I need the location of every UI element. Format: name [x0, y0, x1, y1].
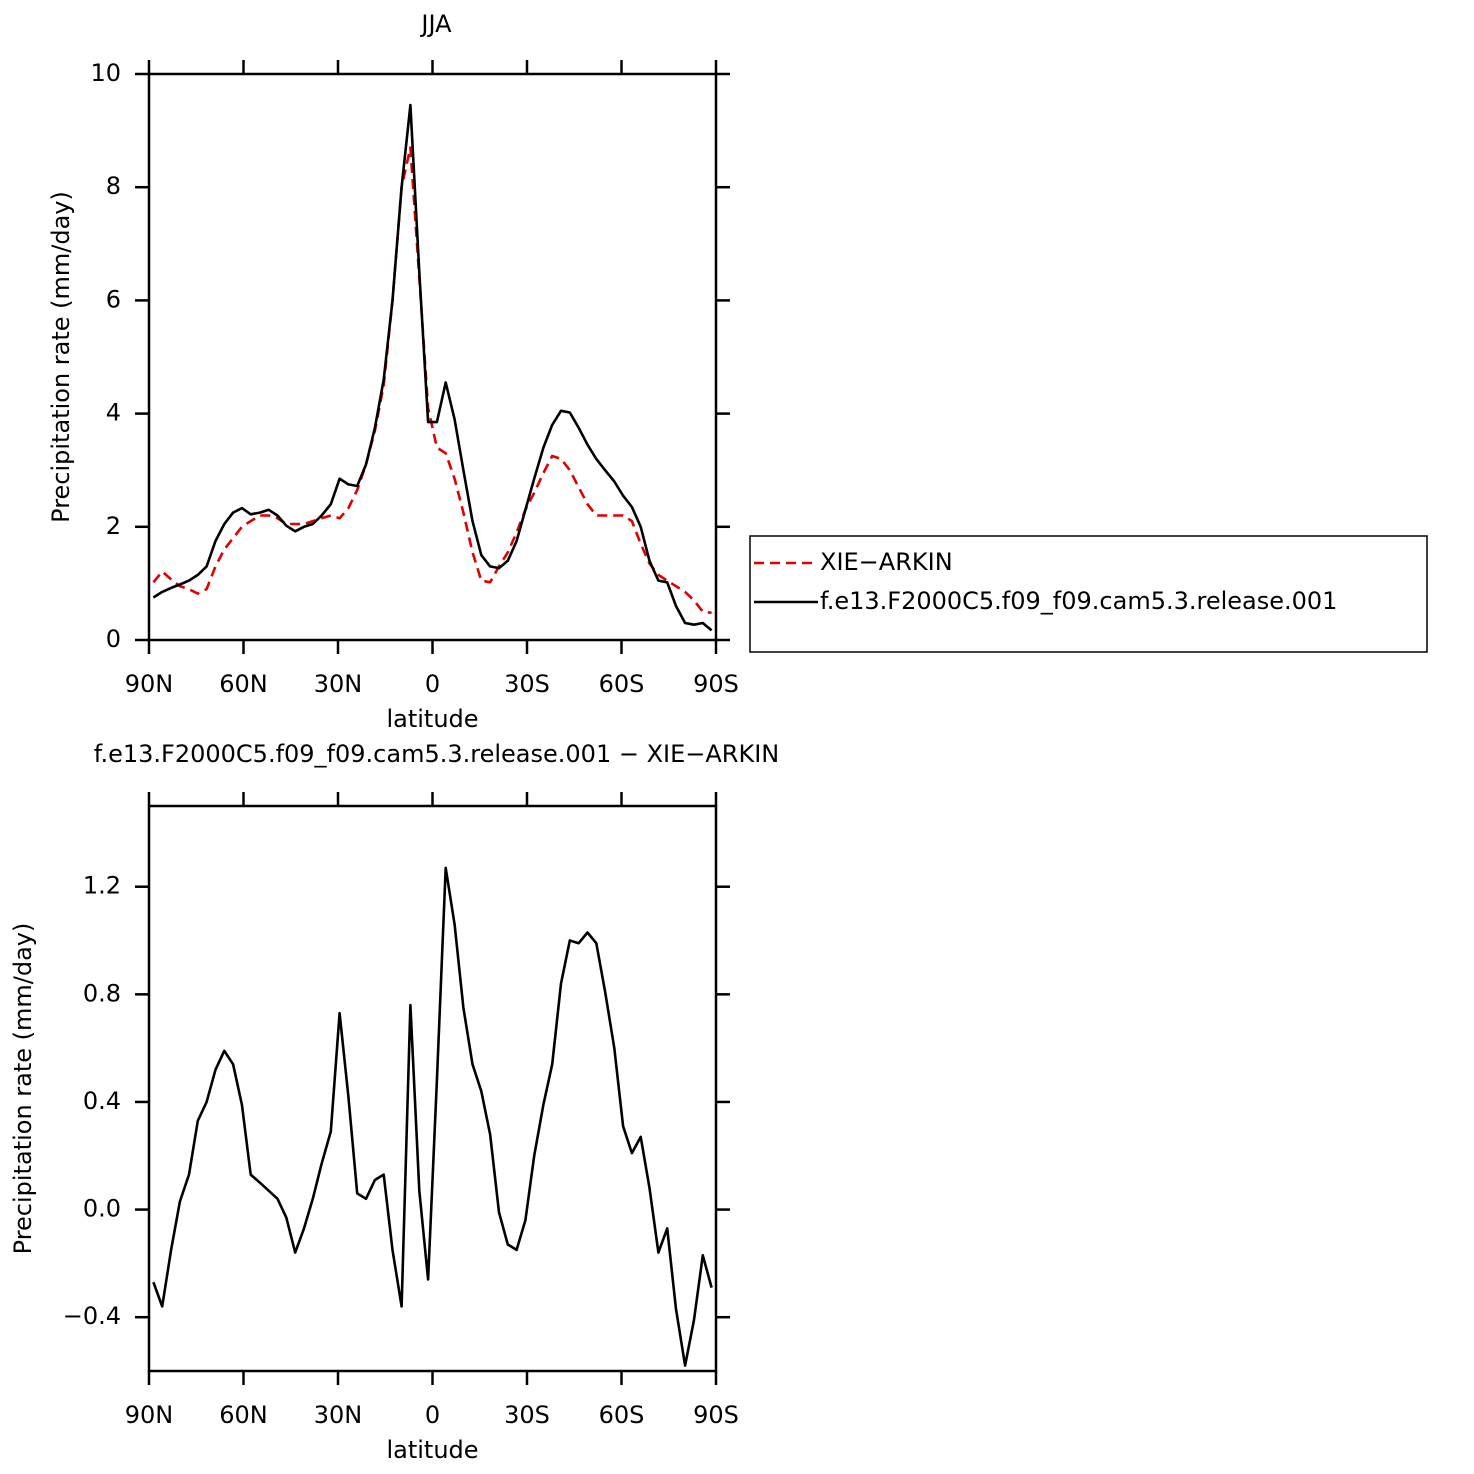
chart-title: JJA — [419, 10, 452, 38]
y-tick-label: 0.8 — [83, 979, 121, 1007]
x-tick-label: 60N — [219, 1401, 268, 1429]
legend-box — [749, 535, 1428, 653]
legend-label: f.e13.F2000C5.f09_f09.cam5.3.release.001 — [820, 587, 1337, 615]
y-tick-label: 0 — [106, 625, 121, 653]
x-tick-label: 30N — [314, 1401, 363, 1429]
x-tick-label: 60S — [599, 670, 645, 698]
y-axis-label: Precipitation rate (mm/day) — [47, 191, 75, 523]
chart-title: f.e13.F2000C5.f09_f09.cam5.3.release.001… — [94, 740, 779, 768]
x-tick-label: 30S — [504, 1401, 550, 1429]
x-axis-label: latitude — [386, 705, 478, 733]
x-tick-label: 30S — [504, 670, 550, 698]
y-tick-label: 2 — [106, 512, 121, 540]
y-tick-label: 1.2 — [83, 872, 121, 900]
plot-frame — [147, 804, 718, 1373]
y-tick-label: 10 — [90, 59, 121, 87]
y-tick-label: −0.4 — [63, 1302, 121, 1330]
y-tick-label: 6 — [106, 285, 121, 313]
data-line — [152, 146, 712, 615]
y-axis-label: Precipitation rate (mm/day) — [9, 923, 37, 1255]
x-tick-label: 30N — [314, 670, 363, 698]
x-tick-label: 90N — [125, 1401, 174, 1429]
data-line — [152, 866, 713, 1367]
data-line — [152, 103, 713, 632]
x-tick-label: 90N — [125, 670, 174, 698]
y-tick-label: 4 — [106, 399, 121, 427]
x-tick-label: 60N — [219, 670, 268, 698]
y-tick-label: 0.0 — [83, 1195, 121, 1223]
x-tick-label: 90S — [693, 670, 739, 698]
legend-label: XIE−ARKIN — [820, 548, 953, 576]
x-tick-label: 0 — [425, 1401, 440, 1429]
x-tick-label: 60S — [599, 1401, 645, 1429]
plot-frame — [147, 72, 718, 642]
x-tick-label: 90S — [693, 1401, 739, 1429]
x-tick-label: 0 — [425, 670, 440, 698]
x-axis-label: latitude — [386, 1436, 478, 1464]
y-tick-label: 8 — [106, 172, 121, 200]
y-tick-label: 0.4 — [83, 1087, 121, 1115]
